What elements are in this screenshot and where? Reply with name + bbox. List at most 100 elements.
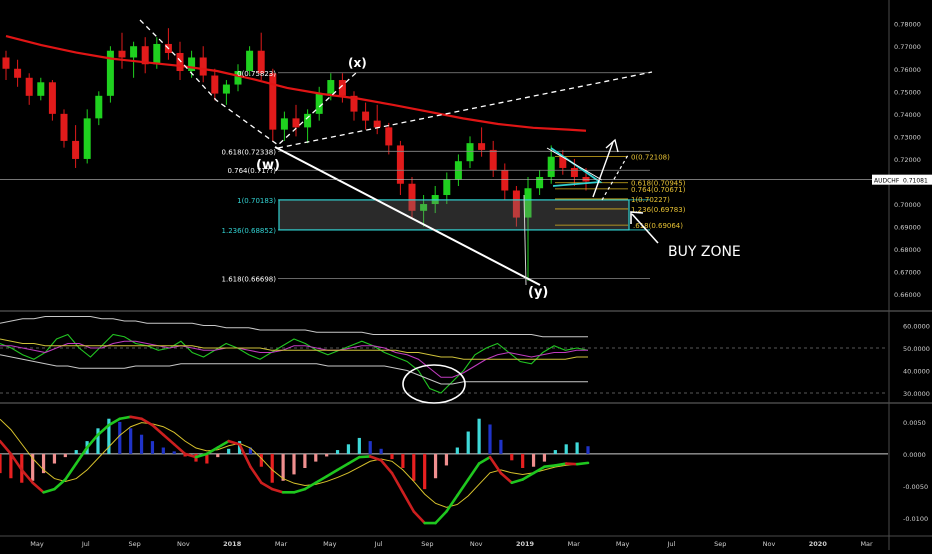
candle-body <box>582 176 590 182</box>
candle-body <box>466 143 474 162</box>
wave-label-x: (x) <box>348 56 367 70</box>
candle-body <box>501 170 509 191</box>
wick-extension-line <box>523 194 527 286</box>
candle-body <box>269 73 277 130</box>
macd-line-segment <box>379 459 394 475</box>
symbol-tag-text: AUDCHF <box>874 178 900 185</box>
macd-histogram-bar <box>259 453 263 467</box>
candle-body <box>536 176 544 189</box>
candle-body <box>362 111 370 121</box>
rsi-series-line <box>0 333 589 394</box>
price-tick-label: 0.70000 <box>894 201 921 209</box>
last-price-tag <box>872 174 932 185</box>
time-tick-label: Mar <box>568 540 581 548</box>
macd-histogram-bar <box>41 453 46 474</box>
macd-histogram-bar <box>150 441 155 454</box>
candle-body <box>327 80 335 94</box>
trend-dashed-line <box>277 71 653 149</box>
macd-line-segment <box>543 464 557 469</box>
candle-body <box>199 57 207 76</box>
macd-line-segment <box>238 443 252 469</box>
macd-histogram-bar <box>270 453 274 483</box>
macd-line-segment <box>456 478 470 497</box>
price-tick-label: 0.78000 <box>894 21 921 29</box>
fib-target-label: 1(0.70227) <box>631 196 670 204</box>
rsi-tick-label: 50.0000 <box>903 345 930 353</box>
macd-line-segment <box>401 491 416 513</box>
rsi-series-line <box>0 315 588 338</box>
macd-histogram-bar <box>205 453 209 464</box>
macd-line-segment <box>554 462 568 467</box>
macd-histogram-bar <box>379 448 383 454</box>
time-tick-label: Nov <box>470 540 483 548</box>
price-tick-label: 0.75000 <box>894 88 921 96</box>
time-tick-label: Nov <box>177 540 190 548</box>
candle-body <box>246 50 254 72</box>
time-tick-label: Sep <box>128 540 140 548</box>
projection-arrow <box>601 154 629 201</box>
macd-line-segment <box>532 465 546 475</box>
macd-histogram-bar <box>564 444 568 454</box>
candle-body <box>280 118 288 130</box>
macd-histogram-bar <box>368 441 372 454</box>
time-tick-label: May <box>30 540 44 548</box>
rsi-series-line <box>0 338 588 360</box>
macd-line-segment <box>412 510 426 525</box>
macd-tick-label: -0.0100 <box>903 515 928 523</box>
fib-level-label: 0(0.75823) <box>237 70 276 78</box>
price-tick-label: 0.76000 <box>894 66 921 74</box>
candle-body <box>385 127 393 146</box>
candle-body <box>72 140 80 159</box>
candle-body <box>83 118 91 159</box>
macd-line-segment <box>227 439 241 446</box>
macd-histogram-bar <box>292 453 296 475</box>
fib-level-label: 1.618(0.66698) <box>222 275 277 283</box>
candle-body <box>234 71 242 85</box>
time-tick-label: Jul <box>81 540 90 548</box>
macd-histogram-bar <box>433 453 438 479</box>
macd-histogram-bar <box>303 453 307 468</box>
macd-line-segment <box>325 468 339 478</box>
macd-line-segment <box>172 443 187 456</box>
fib-target-label: 0.618(0.70945) <box>631 180 686 188</box>
last-price-text: 0.71081 <box>903 178 928 185</box>
candle-body <box>396 145 404 184</box>
fib-level-label: 0.618(0.72338) <box>222 148 277 156</box>
upside-arrow <box>592 141 614 198</box>
fib-target-label: .618(0.69064) <box>633 222 683 230</box>
time-tick-label: 2019 <box>516 540 535 548</box>
candle-body <box>257 50 265 74</box>
buy-zone-arrow-head <box>630 211 644 224</box>
macd-histogram-bar <box>401 453 405 468</box>
candle-body <box>350 95 358 112</box>
macd-histogram-bar <box>63 453 67 458</box>
time-tick-label: Mar <box>860 540 873 548</box>
candle-body <box>547 156 555 177</box>
oversold-highlight-circle <box>402 364 466 404</box>
upside-arrow-head <box>605 138 619 153</box>
time-tick-label: 2018 <box>223 540 242 548</box>
candle-body <box>512 190 520 218</box>
macd-line-segment <box>53 478 67 491</box>
candle-body <box>25 77 33 96</box>
macd-line-segment <box>42 487 56 494</box>
wave-dashed-line <box>139 19 358 146</box>
macd-line-segment <box>183 452 198 459</box>
price-tick-label: 0.73000 <box>894 133 921 141</box>
candle-body <box>292 118 300 128</box>
price-tick-label: 0.72000 <box>894 156 921 164</box>
macd-histogram-bar <box>542 453 547 462</box>
macd-histogram-bar <box>227 448 231 454</box>
candle-body <box>478 143 486 150</box>
time-tick-label: May <box>616 540 630 548</box>
macd-histogram-bar <box>281 453 285 481</box>
rsi-tick-label: 30.0000 <box>903 390 930 398</box>
macd-line-segment <box>20 468 34 485</box>
macd-line-segment <box>358 455 372 459</box>
macd-signal-line <box>0 418 589 508</box>
price-tick-label: 0.77000 <box>894 43 921 51</box>
macd-line-segment <box>216 439 230 449</box>
candle-body <box>153 43 161 65</box>
